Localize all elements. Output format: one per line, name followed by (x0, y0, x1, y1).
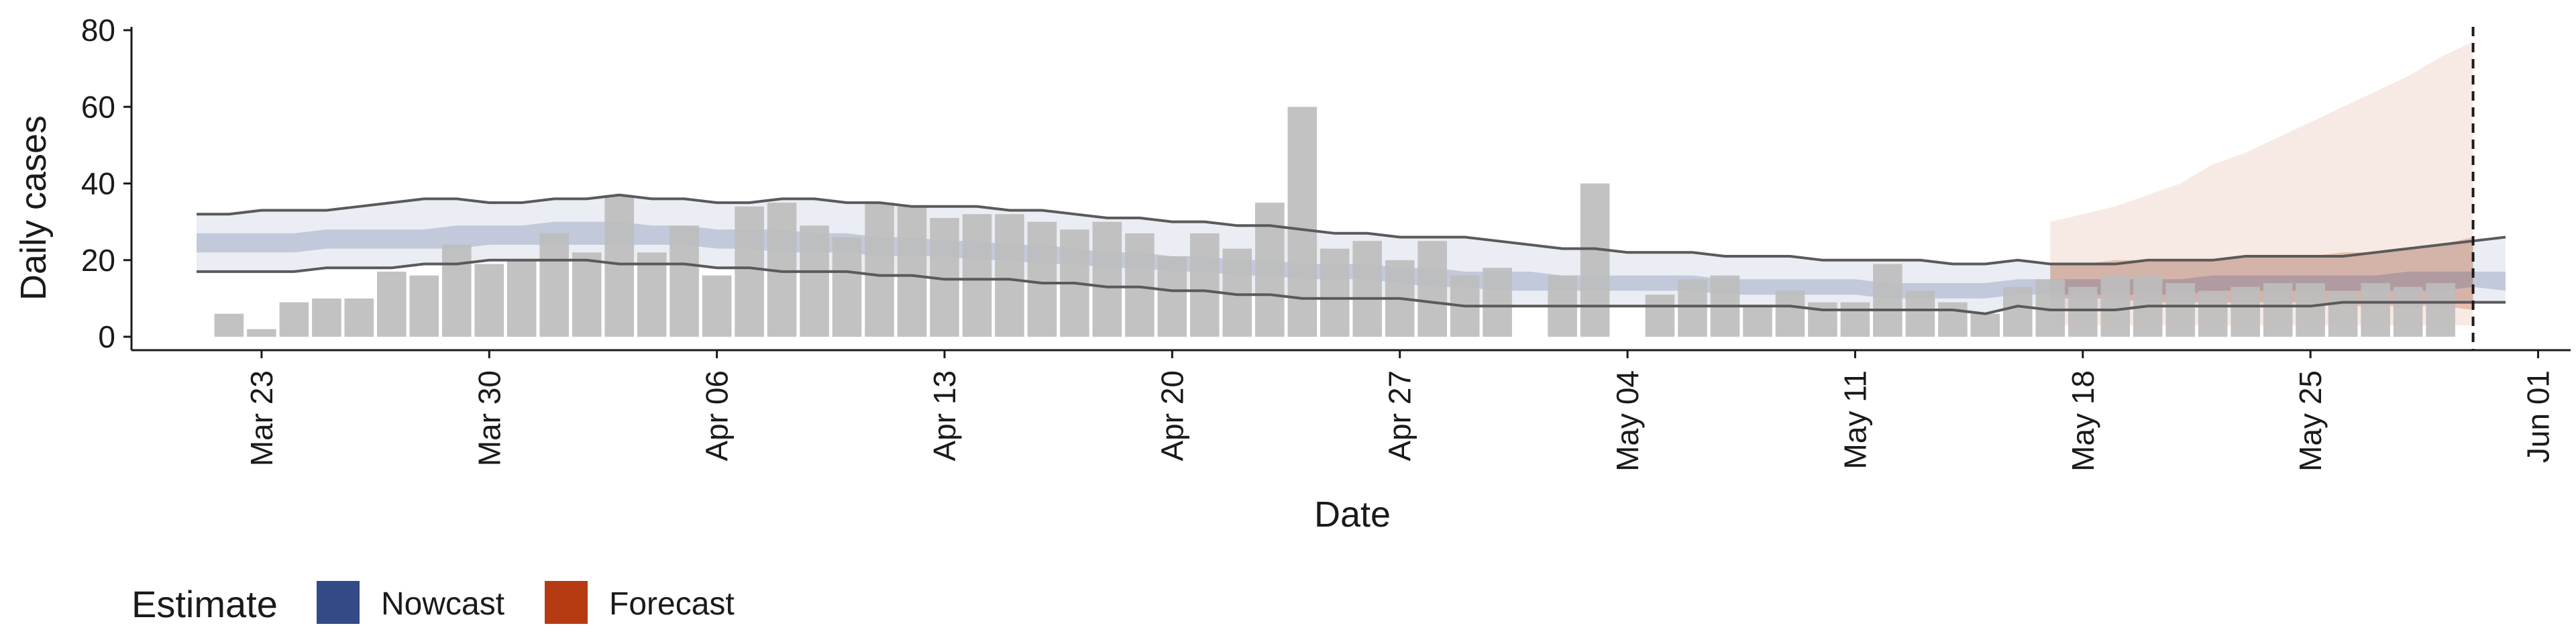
legend-swatch-forecast (545, 581, 588, 624)
legend-label-nowcast: Nowcast (381, 586, 504, 622)
case-bar (1970, 313, 2000, 337)
y-axis-title: Daily cases (13, 115, 54, 301)
case-bar (1645, 294, 1675, 337)
y-tick-label: 80 (81, 13, 115, 48)
case-bar (669, 225, 699, 337)
case-bar (506, 260, 537, 337)
case-bar (279, 302, 309, 337)
case-bar (1905, 290, 1935, 337)
case-bar (312, 298, 341, 337)
x-tick-label: Apr 20 (1155, 370, 1189, 462)
case-bar (214, 313, 244, 337)
case-bar (2263, 283, 2293, 337)
case-bar (2426, 283, 2455, 337)
case-bar (1255, 203, 1285, 337)
case-bar (1027, 221, 1057, 337)
case-bar (1190, 233, 1220, 337)
case-bar (1157, 256, 1187, 337)
case-bar (1092, 221, 1122, 337)
x-tick-label: Mar 23 (244, 370, 279, 466)
case-bar (1417, 241, 1447, 337)
case-bar (1352, 241, 1382, 337)
case-bar (2068, 286, 2098, 337)
x-tick-label: Apr 27 (1383, 370, 1417, 462)
case-bar (572, 252, 602, 337)
x-tick-label: May 04 (1610, 370, 1645, 472)
axes-layer: 0 20 40 60 80 Mar 23 Mar 30 Apr 06 Apr 13 Apr 20 A… (81, 13, 2571, 472)
case-bar (962, 214, 992, 337)
case-bar (2393, 286, 2423, 337)
x-axis-title: Date (1314, 494, 1391, 535)
case-bar (865, 203, 894, 337)
y-tick-label: 20 (81, 243, 115, 278)
legend: Estimate Nowcast Forecast (131, 581, 735, 625)
case-bar (897, 206, 927, 337)
case-bar (474, 264, 504, 337)
nowcast-lower-line (197, 258, 2506, 315)
case-bar (442, 244, 472, 337)
case-bar (2361, 283, 2390, 337)
case-bar (1580, 183, 1610, 337)
legend-label-forecast: Forecast (609, 586, 735, 622)
case-bar (995, 214, 1024, 337)
case-bar (832, 237, 862, 337)
x-tick-label: May 25 (2293, 370, 2328, 472)
case-bar (2328, 290, 2358, 337)
case-bar (2165, 283, 2195, 337)
case-bar (344, 298, 374, 337)
case-bar (409, 275, 439, 337)
x-tick-label: Apr 13 (927, 370, 962, 462)
case-bar (1678, 279, 1707, 337)
case-bar (1125, 233, 1155, 337)
x-tick-label: May 11 (1837, 370, 1872, 469)
x-tick-label: May 18 (2065, 370, 2100, 472)
legend-title: Estimate (131, 583, 278, 625)
case-bar (247, 329, 276, 337)
nowcast-upper-line (197, 193, 2506, 266)
x-tick-label: Mar 30 (472, 370, 506, 466)
case-bar (735, 206, 764, 337)
case-bar (637, 252, 667, 337)
case-bar (702, 275, 732, 337)
legend-swatch-nowcast (317, 581, 360, 624)
case-bar (2003, 286, 2033, 337)
y-tick-label: 40 (81, 166, 115, 201)
case-bar (800, 225, 829, 337)
case-bar (1483, 268, 1512, 337)
case-bar (2198, 290, 2228, 337)
case-bar (1743, 306, 1772, 337)
case-bar (1938, 302, 1968, 337)
case-bar (1775, 290, 1805, 337)
case-bar (1840, 302, 1870, 337)
case-bar (377, 271, 407, 337)
x-tick-label: Jun 01 (2521, 370, 2556, 463)
case-bar (604, 195, 634, 337)
case-bar (2231, 286, 2260, 337)
case-bar (2100, 275, 2131, 337)
case-bar (2296, 283, 2325, 337)
y-tick-label: 60 (81, 89, 115, 124)
case-bar (1873, 264, 1902, 337)
case-bar (1287, 107, 1318, 337)
case-bar (1320, 248, 1350, 337)
y-tick-label: 0 (98, 319, 115, 354)
bound-lines-layer (197, 193, 2506, 315)
case-bar (539, 233, 569, 337)
x-tick-label: Apr 06 (700, 370, 735, 462)
